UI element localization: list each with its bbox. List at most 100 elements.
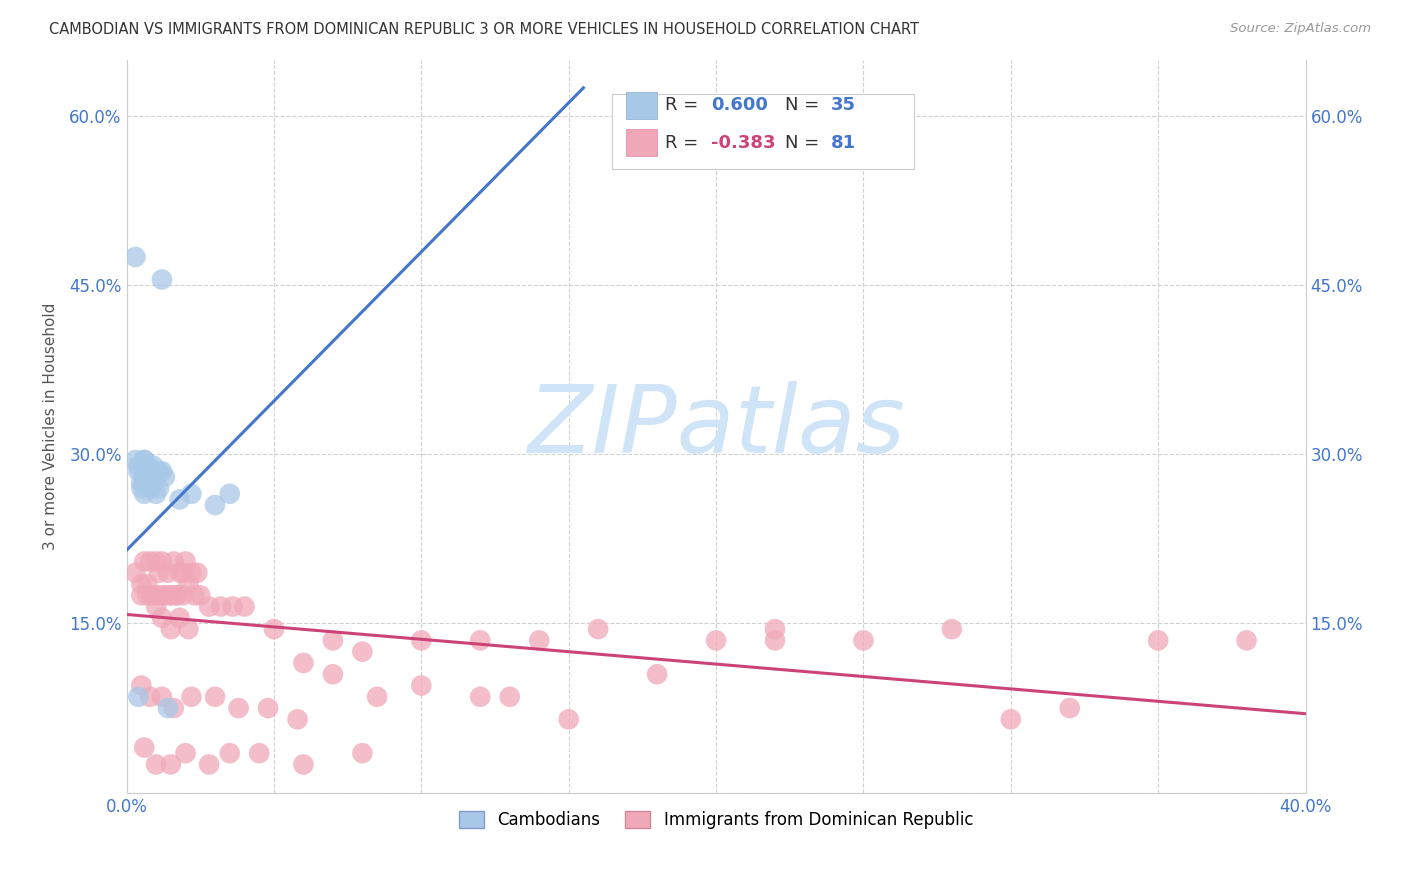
Point	[134, 470, 156, 484]
Point	[142, 464, 165, 478]
Point	[139, 464, 162, 478]
Point	[142, 458, 165, 473]
Point	[124, 453, 146, 467]
Point	[145, 757, 167, 772]
Point	[470, 690, 492, 704]
Point	[557, 712, 579, 726]
Point	[180, 566, 202, 580]
Point	[1059, 701, 1081, 715]
Point	[366, 690, 388, 704]
Point	[134, 453, 156, 467]
Point	[1147, 633, 1170, 648]
Point	[209, 599, 232, 614]
Point	[166, 588, 188, 602]
Point	[124, 250, 146, 264]
Point	[233, 599, 256, 614]
Point	[228, 701, 250, 715]
Point	[136, 458, 159, 473]
Point	[150, 272, 173, 286]
Point	[131, 481, 153, 495]
Point	[134, 554, 156, 568]
Text: 35: 35	[831, 96, 856, 114]
Point	[131, 588, 153, 602]
Text: R =: R =	[665, 96, 704, 114]
Point	[150, 690, 173, 704]
Text: N =: N =	[785, 134, 824, 152]
Point	[134, 740, 156, 755]
Point	[166, 588, 188, 602]
Point	[322, 633, 344, 648]
Point	[499, 690, 522, 704]
Point	[204, 498, 226, 512]
Point	[139, 554, 162, 568]
Point	[153, 470, 176, 484]
Point	[188, 588, 211, 602]
Point	[586, 622, 609, 636]
Point	[174, 554, 197, 568]
Point	[150, 554, 173, 568]
Point	[136, 475, 159, 490]
Point	[1000, 712, 1022, 726]
Point	[153, 588, 176, 602]
Y-axis label: 3 or more Vehicles in Household: 3 or more Vehicles in Household	[44, 302, 58, 549]
Text: R =: R =	[665, 134, 704, 152]
Point	[180, 690, 202, 704]
Point	[139, 470, 162, 484]
Point	[159, 622, 181, 636]
Point	[142, 475, 165, 490]
Point	[322, 667, 344, 681]
Point	[222, 599, 245, 614]
Point	[169, 611, 191, 625]
Point	[941, 622, 963, 636]
Text: ZIPatlas: ZIPatlas	[527, 381, 905, 472]
Point	[150, 464, 173, 478]
Point	[156, 701, 179, 715]
Text: -0.383: -0.383	[711, 134, 776, 152]
Point	[257, 701, 280, 715]
Point	[852, 633, 875, 648]
Point	[529, 633, 551, 648]
Point	[186, 566, 208, 580]
Point	[127, 464, 149, 478]
Point	[134, 475, 156, 490]
Point	[153, 588, 176, 602]
Point	[198, 599, 221, 614]
Point	[287, 712, 309, 726]
Point	[136, 458, 159, 473]
Point	[172, 588, 194, 602]
Point	[142, 588, 165, 602]
Point	[145, 464, 167, 478]
Point	[134, 487, 156, 501]
Point	[156, 566, 179, 580]
Point	[127, 690, 149, 704]
Point	[136, 588, 159, 602]
Point	[131, 475, 153, 490]
Point	[124, 566, 146, 580]
Legend: Cambodians, Immigrants from Dominican Republic: Cambodians, Immigrants from Dominican Re…	[453, 804, 980, 836]
Point	[136, 475, 159, 490]
Point	[159, 757, 181, 772]
Point	[183, 588, 205, 602]
Point	[352, 746, 374, 760]
Point	[174, 746, 197, 760]
Point	[142, 588, 165, 602]
Point	[411, 633, 433, 648]
Point	[159, 588, 181, 602]
Point	[292, 757, 315, 772]
Point	[145, 554, 167, 568]
Point	[1236, 633, 1258, 648]
Point	[169, 492, 191, 507]
Point	[263, 622, 285, 636]
Point	[148, 588, 170, 602]
Point	[411, 679, 433, 693]
Point	[150, 611, 173, 625]
Point	[763, 633, 786, 648]
Point	[148, 464, 170, 478]
Point	[177, 622, 200, 636]
Point	[131, 679, 153, 693]
Point	[177, 577, 200, 591]
Text: 0.600: 0.600	[711, 96, 768, 114]
Point	[159, 588, 181, 602]
Text: CAMBODIAN VS IMMIGRANTS FROM DOMINICAN REPUBLIC 3 OR MORE VEHICLES IN HOUSEHOLD : CAMBODIAN VS IMMIGRANTS FROM DOMINICAN R…	[49, 22, 920, 37]
Point	[172, 566, 194, 580]
